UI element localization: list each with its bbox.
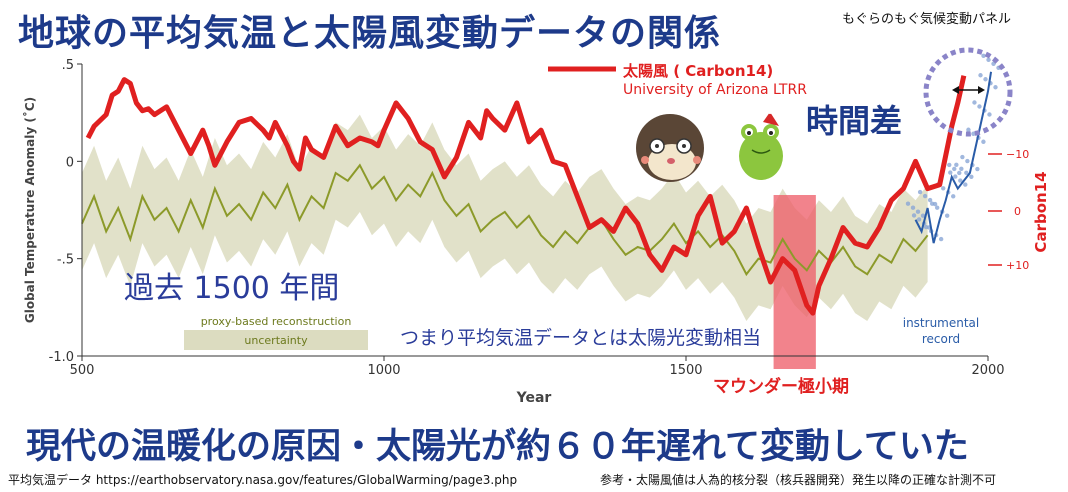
instrumental-point xyxy=(916,217,922,222)
instrumental-point xyxy=(969,174,974,179)
y-axis-label: Global Temperature Anomaly (˚C) xyxy=(22,97,37,323)
meaning-label: つまり平均気温データとは太陽光変動相当 xyxy=(400,327,761,349)
instrumental-point xyxy=(944,213,950,218)
proxy-legend-label: proxy-based reconstruction xyxy=(201,315,352,328)
instrumental-point xyxy=(965,158,970,164)
mole-mascot-icon xyxy=(636,114,704,182)
maunder-label: マウンダー極小期 xyxy=(713,376,849,397)
instrumental-point xyxy=(981,139,986,144)
instrumental-point xyxy=(977,104,982,109)
instrumental-point xyxy=(947,162,952,168)
x-tick-label: 2000 xyxy=(971,363,1004,378)
instrumental-point xyxy=(963,182,968,187)
instrumental-point xyxy=(952,166,957,172)
y-tick-label: .5 xyxy=(62,58,74,73)
instrumental-point xyxy=(960,154,965,160)
instrumental-point xyxy=(954,162,959,167)
temperature-chart: 500 1000 1500 2000 .5 0 -.5 -1.0 Carbon14 −10 0… xyxy=(22,47,1050,406)
proxy-series-line xyxy=(81,163,929,277)
footer-source: 平均気温データ https://earthobservatory.nasa.go… xyxy=(8,473,518,487)
footer-note: 参考・太陽風値は人為的核分裂（核兵器開発）発生以降の正確な計測不可 xyxy=(600,473,997,487)
headline: 現代の温暖化の原因・太陽光が約６０年遅れて変動していた xyxy=(26,427,969,467)
period-label: 過去 1500 年間 xyxy=(124,271,339,306)
y2-tick-label: 0 xyxy=(1014,205,1021,218)
instrumental-point xyxy=(978,73,983,78)
x-axis-label: Year xyxy=(516,390,552,406)
instrumental-label: instrumental xyxy=(903,316,980,330)
instrumental-point xyxy=(953,174,958,179)
instrumental-series-line xyxy=(914,71,993,244)
instrumental-point xyxy=(911,213,917,218)
page-title: 地球の平均気温と太陽風変動データの関係 xyxy=(18,13,722,54)
instrumental-point xyxy=(922,193,928,199)
time-lag-circle xyxy=(923,47,1013,137)
instrumental-point xyxy=(929,201,935,206)
y2-axis-label: Carbon14 xyxy=(1032,171,1050,252)
frog-mascot-icon xyxy=(739,108,783,180)
maunder-minimum-band xyxy=(773,195,816,369)
legend-source: University of Arizona LTRR xyxy=(623,82,807,98)
y-tick-label: -.5 xyxy=(57,253,74,268)
instrumental-label: record xyxy=(922,332,960,346)
instrumental-point xyxy=(971,131,976,136)
instrumental-point xyxy=(920,213,926,218)
instrumental-point xyxy=(959,166,964,171)
instrumental-point xyxy=(934,205,940,210)
time-lag-arrow xyxy=(952,86,985,94)
series-layer xyxy=(81,53,1001,316)
y2-tick-label: −10 xyxy=(1006,148,1029,161)
uncertainty-band xyxy=(82,114,928,321)
instrumental-point xyxy=(964,170,969,175)
proxy-legend-label: uncertainty xyxy=(244,334,308,347)
instrumental-point xyxy=(981,53,986,58)
y-tick-label: 0 xyxy=(66,155,74,170)
axes-layer: 500 1000 1500 2000 .5 0 -.5 -1.0 xyxy=(49,58,1005,378)
instrumental-point xyxy=(941,186,946,191)
instrumental-point xyxy=(958,178,963,183)
instrumental-point xyxy=(905,201,911,206)
y-tick-label: -1.0 xyxy=(49,350,74,365)
instrumental-point xyxy=(915,209,921,214)
x-tick-label: 500 xyxy=(70,363,95,378)
instrumental-point xyxy=(910,205,916,210)
instrumental-point xyxy=(975,166,980,172)
proxy-legend-box: proxy-based reconstruction uncertainty xyxy=(184,315,368,350)
instrumental-point xyxy=(972,100,977,105)
instrumental-point xyxy=(948,170,953,175)
carbon14-series-line xyxy=(85,75,967,316)
time-lag-label: 時間差 xyxy=(806,102,902,140)
instrumental-point xyxy=(957,170,962,176)
instrumental-point xyxy=(983,77,988,82)
x-tick-label: 1500 xyxy=(669,363,702,378)
instrumental-point xyxy=(927,197,933,203)
panel-name: もぐらのもぐ気候変動パネル xyxy=(842,12,1012,27)
instrumental-point xyxy=(993,85,998,90)
y2-tick-label: +10 xyxy=(1006,259,1029,272)
instrumental-point xyxy=(966,127,971,132)
instrumental-point xyxy=(951,194,956,199)
legend-series-name: 太陽風 ( Carbon14) xyxy=(623,62,773,80)
uncertainty-band-layer xyxy=(82,114,928,321)
instrumental-point xyxy=(923,224,929,230)
instrumental-point xyxy=(986,57,991,62)
x-tick-label: 1000 xyxy=(367,363,400,378)
instrumental-point xyxy=(987,112,992,117)
instrumental-point xyxy=(938,236,944,242)
instrumental-point xyxy=(917,189,923,195)
y2-axis-ticks: −10 0 +10 xyxy=(988,148,1029,272)
